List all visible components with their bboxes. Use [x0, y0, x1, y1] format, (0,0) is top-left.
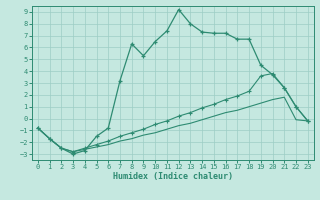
X-axis label: Humidex (Indice chaleur): Humidex (Indice chaleur) [113, 172, 233, 181]
